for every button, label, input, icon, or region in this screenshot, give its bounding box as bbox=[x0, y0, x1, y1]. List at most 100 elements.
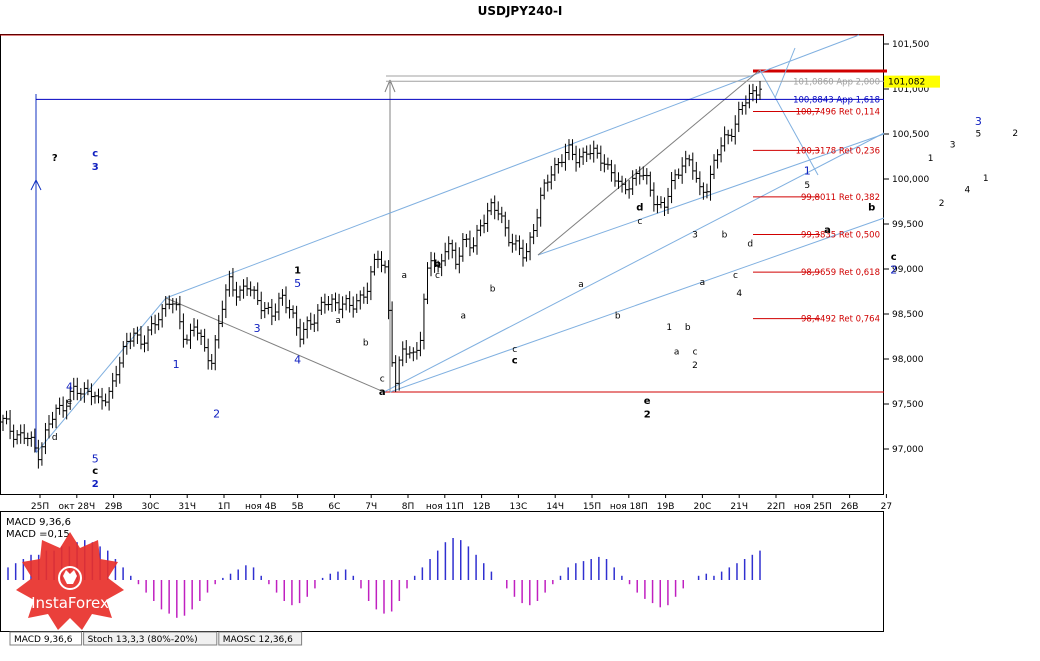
y-tick-label: 101,500 bbox=[892, 40, 929, 50]
wave-label: a bbox=[460, 312, 466, 322]
current-price-marker: 101,082 bbox=[884, 75, 940, 88]
wave-label: 4 bbox=[736, 289, 742, 299]
forecast-line bbox=[759, 69, 819, 176]
x-tick-label: 15П bbox=[583, 502, 601, 512]
x-tick-label: ноя 4В bbox=[245, 502, 277, 512]
wave-label: c bbox=[512, 345, 517, 355]
wave-label: 2 bbox=[692, 361, 698, 371]
fox-icon bbox=[58, 566, 82, 590]
wave-label: a bbox=[824, 225, 831, 236]
wave-line bbox=[165, 297, 385, 393]
wave-label: e bbox=[644, 396, 651, 407]
wave-label: 2 bbox=[1012, 129, 1018, 139]
y-tick-label: 99,000 bbox=[892, 265, 924, 275]
wave-label: c bbox=[693, 348, 698, 358]
channel-lower bbox=[35, 297, 167, 454]
y-tick-label: 97,000 bbox=[892, 445, 924, 455]
wave-label: b bbox=[615, 312, 621, 322]
level-label: 98,9659 Ret 0,618 bbox=[801, 268, 880, 278]
wave-label: c bbox=[92, 149, 98, 160]
y-tick-label: 98,500 bbox=[892, 310, 924, 320]
wave-label: 1 bbox=[983, 174, 989, 184]
wave-label: c bbox=[637, 217, 642, 227]
wave-label: c bbox=[435, 271, 440, 281]
x-tick-label: 21Ч bbox=[730, 502, 748, 512]
wave-label: 5 bbox=[976, 130, 982, 140]
tab-background[interactable] bbox=[218, 631, 303, 646]
trend-line bbox=[35, 179, 42, 191]
indicator-tab[interactable]: MAOSC 12,36,6 bbox=[218, 631, 303, 646]
x-axis: 25П окт 28Ч 29В 30С 31Ч 1П ноя 4В 5В 6С 7Ч 8П ноя 1… bbox=[31, 494, 892, 512]
current-price-label: 101,082 bbox=[888, 78, 925, 88]
wave-label: 1 bbox=[294, 266, 301, 277]
x-tick-label: 8П bbox=[402, 502, 415, 512]
wave-label: 3 bbox=[950, 141, 956, 151]
x-tick-label: 7Ч bbox=[365, 502, 377, 512]
x-tick-label: 20С bbox=[694, 502, 712, 512]
tab-label[interactable]: MACD 9,36,6 bbox=[14, 635, 73, 645]
wave-label: 3 bbox=[975, 115, 982, 128]
trend-line bbox=[384, 79, 391, 93]
price-bar bbox=[758, 80, 762, 100]
forecast-line bbox=[774, 47, 796, 99]
x-tick-label: 13С bbox=[510, 502, 528, 512]
level-label: 100,8843 App 1,618 bbox=[793, 95, 880, 105]
tab-background[interactable] bbox=[83, 631, 218, 646]
wave-label: b bbox=[685, 323, 691, 333]
wave-label: b bbox=[434, 259, 441, 270]
wave-label: 1 bbox=[804, 165, 811, 178]
x-tick-label: ноя 25П bbox=[794, 502, 832, 512]
x-tick-label: ноя 18П bbox=[610, 502, 648, 512]
wave-label: b bbox=[868, 203, 875, 214]
wave-labels: ? c34ed5c2123154abcaabcbaccabdce21abc23ab… bbox=[52, 115, 1018, 490]
wave-label: 1 bbox=[666, 323, 672, 333]
wave-label: 2 bbox=[939, 199, 945, 209]
logo-text: InstaForex bbox=[31, 594, 109, 612]
wave-label: b bbox=[722, 231, 728, 241]
x-tick-label: 14Ч bbox=[546, 502, 564, 512]
trend-line bbox=[389, 79, 396, 93]
channel-middle bbox=[537, 133, 885, 256]
x-tick-label: 30С bbox=[142, 502, 160, 512]
wave-label: c bbox=[92, 466, 98, 477]
price-bars bbox=[1, 80, 762, 469]
wave-label: 5 bbox=[804, 181, 810, 191]
macd-histogram bbox=[7, 538, 761, 618]
tab-label[interactable]: Stoch 13,3,3 (80%-20%) bbox=[88, 635, 198, 645]
wave-label: 1 bbox=[928, 154, 934, 164]
wave-label: a bbox=[578, 280, 584, 290]
x-tick-label: 19В bbox=[657, 502, 675, 512]
level-label: 100,3178 Ret 0,236 bbox=[796, 146, 880, 156]
x-tick-label: 29В bbox=[105, 502, 123, 512]
y-tick-label: 98,000 bbox=[892, 355, 924, 365]
y-tick-label: 100,500 bbox=[892, 130, 929, 140]
chart-title: USDJPY240-I bbox=[478, 4, 563, 18]
wave-label: 2 bbox=[213, 408, 220, 421]
macd-title: MACD 9,36,6 bbox=[6, 517, 71, 528]
indicator-tab[interactable]: Stoch 13,3,3 (80%-20%) bbox=[83, 631, 218, 646]
wave-label: b bbox=[490, 285, 496, 295]
wave-label: 5 bbox=[294, 277, 301, 290]
y-axis: 101,500 101,000 100,500 100,000 99,500 99,000… bbox=[884, 40, 929, 455]
fibonacci-levels: 101,0860 App 2,000 100,8843 App 1,618 100,… bbox=[36, 77, 884, 325]
wave-line bbox=[537, 69, 761, 256]
tab-label[interactable]: MAOSC 12,36,6 bbox=[223, 635, 293, 645]
y-tick-label: 100,000 bbox=[892, 175, 929, 185]
wave-label: c bbox=[512, 356, 518, 367]
channel-upper bbox=[165, 34, 860, 299]
wave-label: e bbox=[67, 397, 73, 407]
level-label: 100,7496 Ret 0,114 bbox=[796, 108, 880, 118]
x-tick-label: 12В bbox=[473, 502, 491, 512]
channel-bottom bbox=[389, 217, 885, 393]
x-tick-label: 26В bbox=[841, 502, 859, 512]
tab-background[interactable] bbox=[9, 631, 83, 646]
level-label: 98,4492 Ret 0,764 bbox=[801, 315, 880, 325]
wave-label: d bbox=[52, 433, 58, 443]
indicator-tab[interactable]: MACD 9,36,6 bbox=[9, 631, 83, 646]
wave-label: 2 bbox=[890, 264, 897, 277]
wave-label: a bbox=[700, 278, 706, 288]
macd-value: MACD =0,15 bbox=[6, 529, 70, 540]
x-tick-label: 5В bbox=[292, 502, 304, 512]
wave-label: 5 bbox=[92, 453, 99, 466]
x-tick-label: 27 bbox=[881, 502, 892, 512]
